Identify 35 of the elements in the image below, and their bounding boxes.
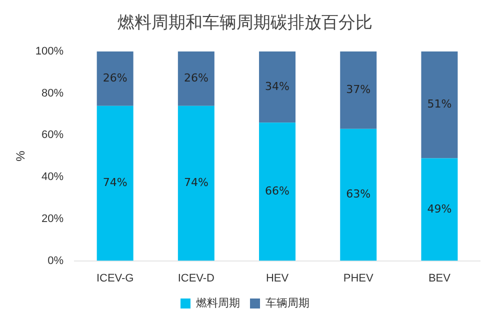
bar xyxy=(259,122,296,261)
y-tick-label: 80% xyxy=(42,87,64,100)
y-axis-title: % xyxy=(14,150,28,162)
y-tick-label: 40% xyxy=(42,171,64,184)
bar xyxy=(340,128,377,261)
data-label: 49% xyxy=(427,202,452,216)
bar xyxy=(421,158,458,261)
data-label: 26% xyxy=(184,71,208,84)
y-tick-label: 0% xyxy=(48,254,64,267)
legend-label: 燃料周期 xyxy=(196,296,240,310)
y-tick-label: 100% xyxy=(35,45,64,58)
data-label: 63% xyxy=(346,188,371,201)
x-tick-label: ICEV-G xyxy=(96,272,134,284)
bar xyxy=(259,51,296,123)
data-label: 34% xyxy=(265,80,290,93)
x-tick-label: BEV xyxy=(428,272,452,284)
y-tick-label: 20% xyxy=(42,212,64,225)
x-tick-label: ICEV-D xyxy=(178,272,215,284)
x-tick-label: HEV xyxy=(266,272,290,284)
bar xyxy=(96,106,134,261)
data-label: 74% xyxy=(184,176,208,190)
y-tick-label: 60% xyxy=(42,129,64,142)
legend-label: 车辆周期 xyxy=(266,296,310,310)
bar xyxy=(421,51,458,158)
data-label: 66% xyxy=(265,184,290,198)
data-label: 26% xyxy=(102,71,128,84)
bar xyxy=(178,106,214,261)
bar xyxy=(178,51,214,106)
bar xyxy=(96,51,134,106)
chart-title: 燃料周期和车辆周期碳排放百分比 xyxy=(118,12,372,32)
bar xyxy=(340,51,377,129)
data-label: 74% xyxy=(102,176,128,190)
data-label: 37% xyxy=(346,83,371,96)
x-tick-label: PHEV xyxy=(343,272,374,284)
data-label: 51% xyxy=(427,98,452,111)
